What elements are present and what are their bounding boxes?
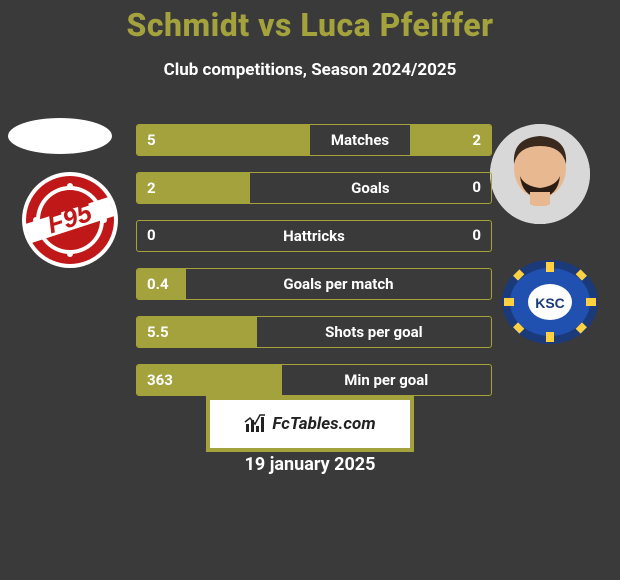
- footer-text: FcTables.com: [272, 414, 375, 434]
- stat-left-value: 0.4: [137, 269, 186, 299]
- title-text: Schmidt vs Luca Pfeiffer: [126, 6, 493, 44]
- stat-left-value: 0: [147, 226, 156, 244]
- stat-left-value: 2: [137, 173, 250, 203]
- stat-row: 363Min per goal: [136, 364, 492, 396]
- date-text: 19 january 2025: [245, 454, 376, 475]
- stat-left-value: 5.5: [137, 317, 257, 347]
- stat-left-value: 5: [137, 125, 310, 155]
- stat-label: Goals: [250, 173, 491, 203]
- footer-attribution: FcTables.com: [206, 396, 414, 452]
- stat-left-value: 363: [137, 365, 282, 395]
- player-left-avatar: [8, 118, 112, 154]
- page-subtitle: Club competitions, Season 2024/2025: [0, 60, 620, 80]
- stat-right-value: 0: [472, 226, 481, 244]
- stat-label: Hattricks: [137, 221, 491, 251]
- subtitle-text: Club competitions, Season 2024/2025: [164, 60, 457, 80]
- stat-row: 0Hattricks0: [136, 220, 492, 252]
- stat-right-value: 2: [410, 125, 491, 155]
- player-right-avatar: [490, 124, 590, 224]
- stat-label: Goals per match: [186, 269, 491, 299]
- date-label: 19 january 2025: [0, 454, 620, 475]
- stat-label: Shots per goal: [257, 317, 491, 347]
- club-left-logo: F95: [20, 170, 120, 270]
- stat-row: 2Goals0: [136, 172, 492, 204]
- svg-text:KSC: KSC: [535, 295, 565, 311]
- page-title: Schmidt vs Luca Pfeiffer: [0, 6, 620, 44]
- stat-row: 5.5Shots per goal: [136, 316, 492, 348]
- stat-row: 5Matches2: [136, 124, 492, 156]
- club-right-logo: KSC: [500, 258, 600, 346]
- comparison-bars: 5Matches22Goals00Hattricks00.4Goals per …: [136, 124, 492, 412]
- stat-label: Min per goal: [282, 365, 491, 395]
- stat-label: Matches: [310, 125, 410, 155]
- chart-icon: [244, 414, 266, 434]
- stat-row: 0.4Goals per match: [136, 268, 492, 300]
- stat-right-value: 0: [472, 178, 481, 196]
